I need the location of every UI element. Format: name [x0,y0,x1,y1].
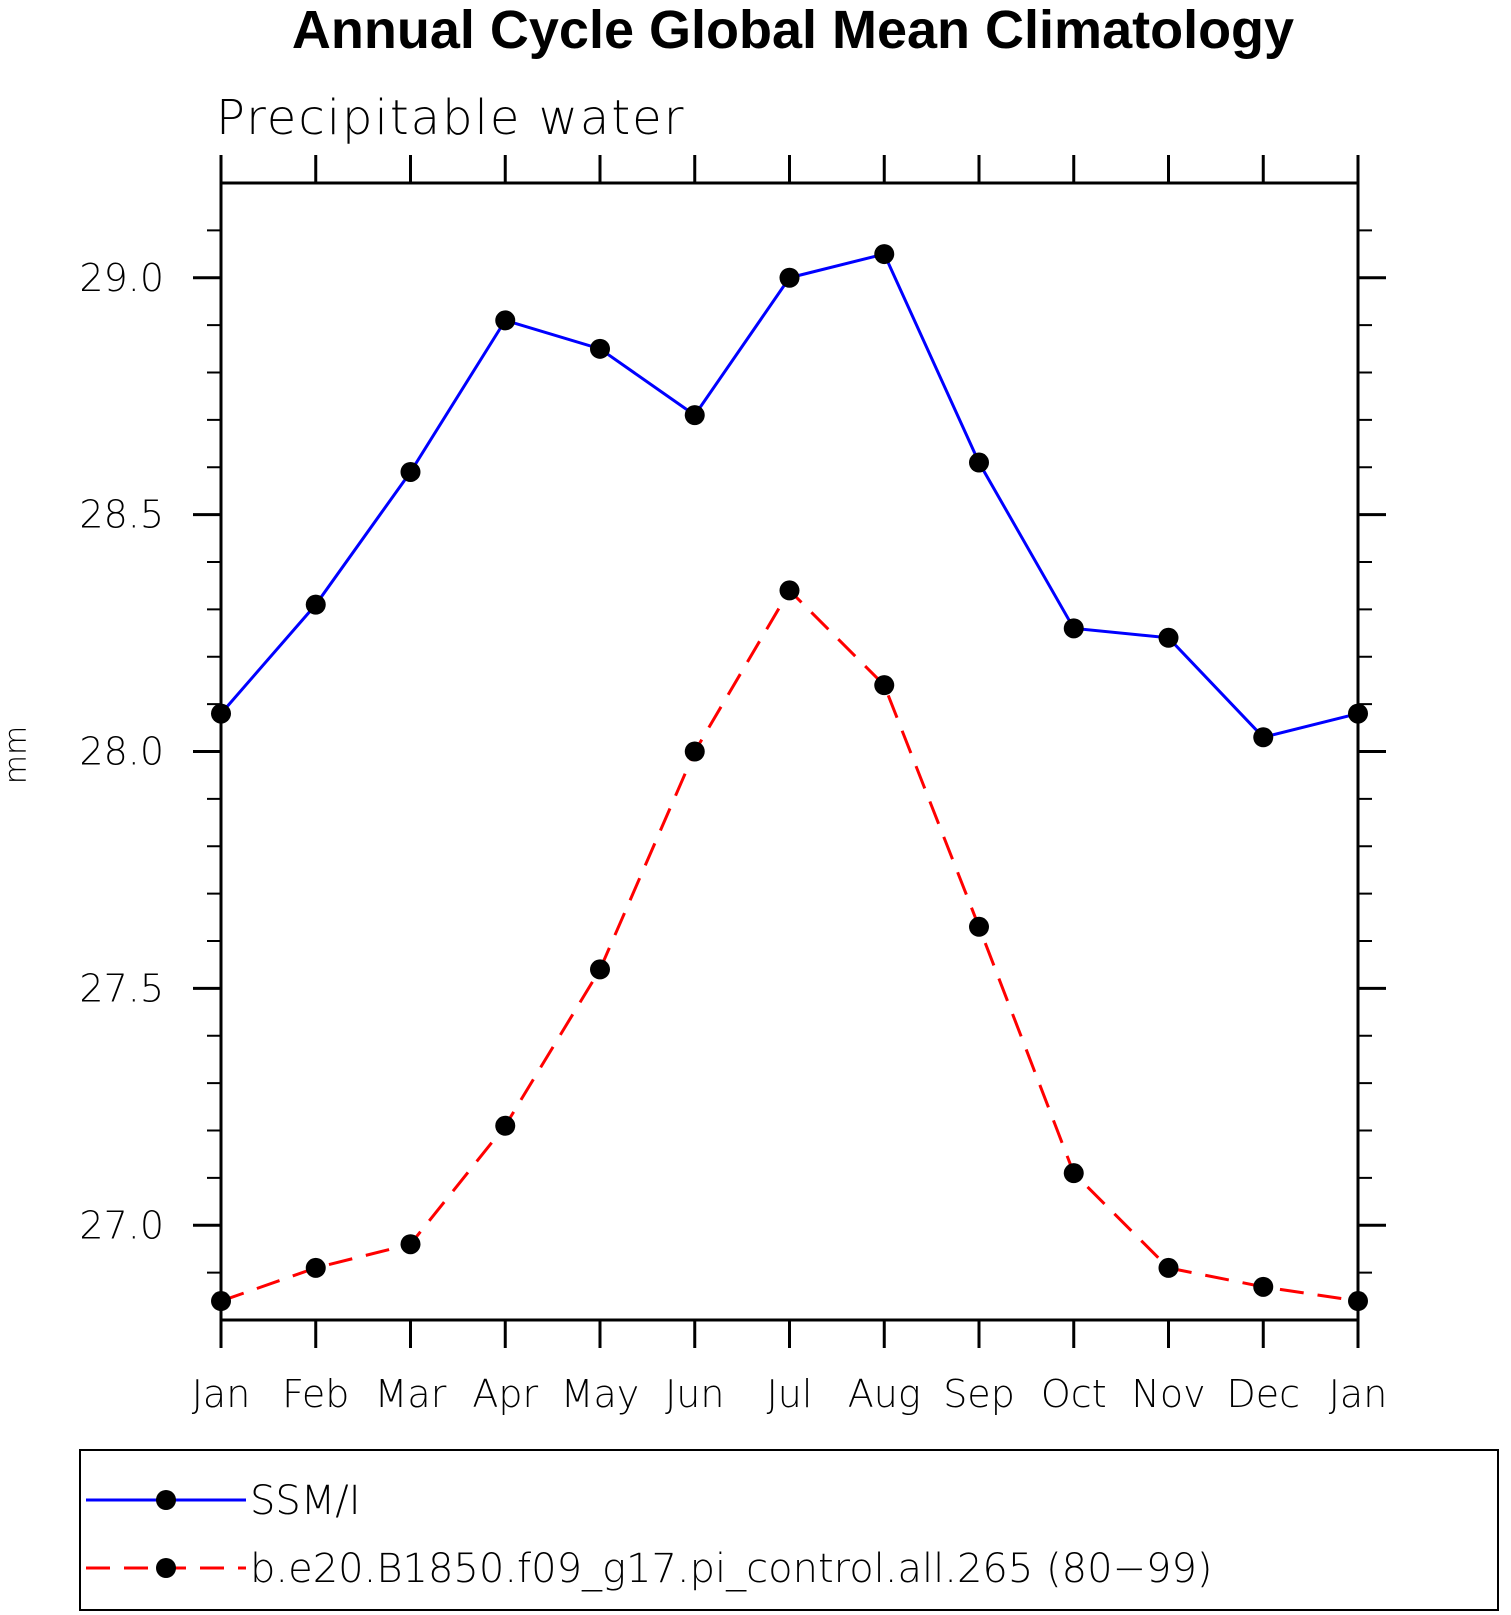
series-layer [211,244,1368,1312]
y-axis-label: mm [0,726,34,784]
data-point [400,1234,421,1255]
series-line-1 [219,252,1359,739]
chart-subtitle: Precipitable water [216,90,685,146]
x-tick-label: Jan [1329,1372,1388,1416]
plot-frame [219,181,1360,1322]
data-point [1158,1257,1179,1278]
data-point [779,580,800,601]
x-tick-label: Apr [472,1372,538,1416]
x-tick-label: Mar [375,1372,447,1416]
data-point [1348,1291,1368,1312]
x-tick-label: Jan [192,1372,251,1416]
data-point [211,703,231,724]
data-point [779,267,800,288]
y-tick-label: 27.0 [79,1203,164,1247]
y-tick-label: 28.0 [79,730,164,774]
data-point [684,405,705,426]
legend-label-1: SSM/I [250,1478,361,1524]
series-line-2 [220,587,1359,1303]
data-point [874,244,895,265]
data-point [969,452,989,473]
chart-title: Annual Cycle Global Mean Climatology [292,0,1294,60]
x-tick-label: Sep [943,1372,1015,1416]
data-point [495,1115,516,1136]
legend-marker-1 [156,1490,176,1510]
x-tick-label: Nov [1131,1372,1205,1416]
legend-marker-2 [156,1558,176,1578]
x-tick-label: Jun [665,1372,724,1416]
data-point [1063,1163,1084,1184]
x-tick-label: Feb [282,1372,349,1416]
data-point [969,916,989,937]
legend-label-2: b.e20.B1850.f09_g17.pi_control.all.265 (… [250,1546,1213,1592]
x-tick-label: Oct [1041,1372,1107,1416]
data-point [1348,703,1368,724]
data-point [211,1291,231,1312]
data-point [684,741,705,762]
data-point [495,310,516,331]
x-tick-label: Dec [1226,1372,1300,1416]
legend: SSM/I b.e20.B1850.f09_g17.pi_control.all.… [79,1449,1499,1611]
axis-ticks: Jan Feb Mar Apr May Jun Jul Aug Sep Oct Nov Dec Jan 2… [79,155,1387,1416]
data-point [1253,1276,1274,1297]
x-tick-label: Jul [767,1372,813,1416]
data-point [874,675,895,696]
data-point [590,959,610,980]
data-point [400,461,421,482]
x-tick-label: May [561,1372,640,1416]
legend-box [79,1449,1499,1611]
data-point [1063,618,1084,639]
x-tick-label: Aug [848,1372,921,1416]
data-point [1158,627,1179,648]
y-tick-label: 29.0 [79,256,164,300]
data-point [1253,727,1274,748]
data-point [305,594,326,615]
y-tick-label: 27.5 [79,966,164,1010]
data-point [590,338,610,359]
data-point [305,1257,326,1278]
y-tick-label: 28.5 [79,493,164,537]
